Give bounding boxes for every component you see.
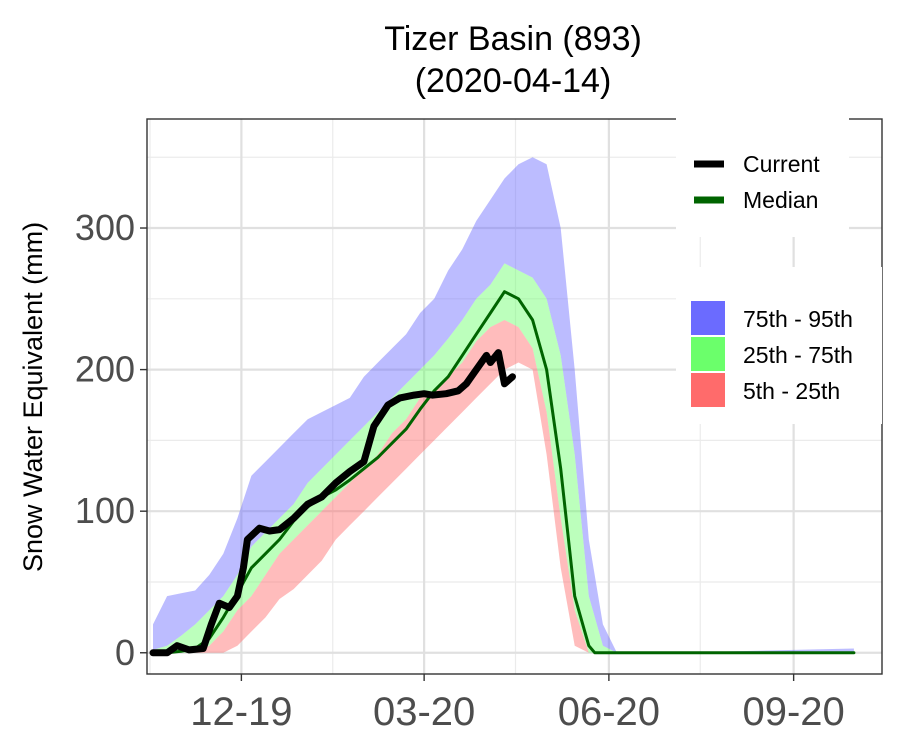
x-tick-label: 12-19 xyxy=(190,690,292,734)
band-75-95 xyxy=(153,157,854,653)
band-25-75 xyxy=(153,263,854,653)
x-tick-label: 09-20 xyxy=(742,690,844,734)
current-line xyxy=(149,349,516,657)
x-tick-label: 06-20 xyxy=(558,690,660,734)
y-tick-label: 200 xyxy=(75,349,135,390)
legend-label-current: Current xyxy=(743,151,820,177)
legend-swatch-band-3 xyxy=(691,373,725,407)
legend-label-band-1: 75th - 95th xyxy=(743,306,853,332)
y-tick-label: 300 xyxy=(75,207,135,248)
legend-swatch-band-1 xyxy=(691,301,725,335)
y-tick-label: 100 xyxy=(75,490,135,531)
legend-label-band-3: 5th - 25th xyxy=(743,378,840,404)
series-lines xyxy=(149,290,856,657)
legend: Current Median 75th - 95th 25th - 75th 5th -… xyxy=(676,112,882,424)
chart-title: Tizer Basin (893) xyxy=(384,20,642,58)
y-axis-label: Snow Water Equivalent (mm) xyxy=(18,222,48,572)
legend-label-median: Median xyxy=(743,187,818,213)
legend-swatch-band-2 xyxy=(691,337,725,371)
percentile-bands xyxy=(153,157,854,653)
x-tick-label: 03-20 xyxy=(373,690,475,734)
y-tick-label: 0 xyxy=(115,632,135,673)
chart-subtitle: (2020-04-14) xyxy=(415,62,612,100)
legend-box-lines xyxy=(676,112,849,237)
legend-label-band-2: 25th - 75th xyxy=(743,342,853,368)
axes: 0 100 200 300 12-19 03-20 06-20 09-20 xyxy=(75,118,883,734)
